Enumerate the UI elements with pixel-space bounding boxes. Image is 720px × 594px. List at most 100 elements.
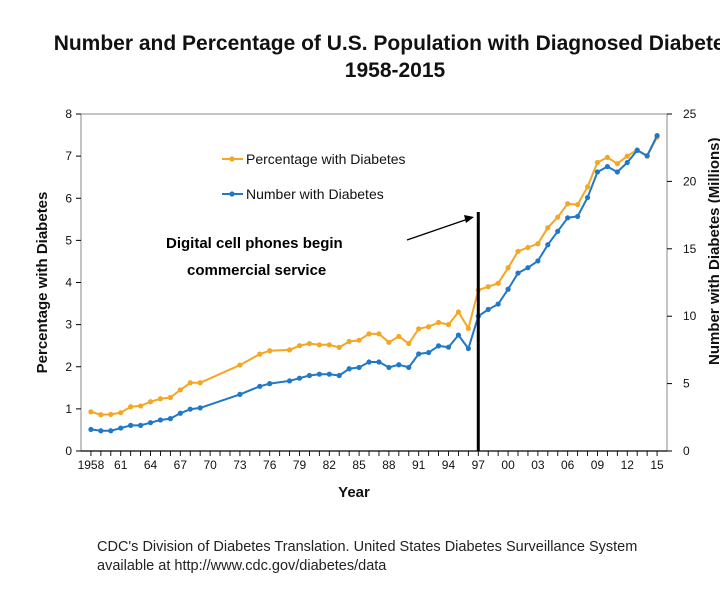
x-tick-label: 09 (591, 458, 605, 472)
right-tick-label: 15 (683, 242, 697, 256)
percentage-data-point (108, 411, 114, 417)
left-tick-label: 5 (65, 233, 72, 247)
percentage-data-point (336, 344, 342, 350)
number-data-point (525, 265, 531, 271)
percentage-data-point (505, 265, 511, 271)
number-data-point (257, 383, 263, 389)
percentage-data-point (316, 342, 322, 348)
percentage-data-point (594, 159, 601, 166)
percentage-data-point (366, 331, 372, 337)
percentage-data-point (147, 399, 154, 405)
percentage-data-point (485, 284, 491, 290)
percentage-data-point (575, 201, 581, 208)
percentage-data-point (386, 339, 392, 345)
percentage-data-point (426, 324, 432, 330)
percentage-data-point (197, 380, 203, 386)
percentage-data-point (267, 348, 273, 354)
x-tick-label: 70 (203, 458, 217, 472)
chart-title-block: Number and Percentage of U.S. Population… (0, 30, 720, 84)
x-tick-label: 88 (382, 458, 396, 472)
percentage-data-point (555, 214, 561, 220)
percentage-data-point (435, 319, 442, 326)
number-data-point (386, 364, 392, 371)
x-tick-label: 61 (114, 458, 128, 472)
number-series-line (90, 135, 658, 432)
x-tick-label: 00 (501, 458, 515, 472)
number-data-point (336, 372, 342, 379)
source-footer: CDC's Division of Diabetes Translation. … (97, 538, 637, 576)
x-tick-label: 76 (263, 458, 277, 472)
left-tick-label: 0 (65, 444, 72, 458)
x-tick-label: 67 (174, 458, 188, 472)
left-tick-label: 7 (65, 149, 72, 163)
percentage-data-point (584, 184, 591, 190)
x-tick-label: 1958 (78, 458, 105, 472)
percentage-data-point (376, 331, 382, 337)
x-tick-label: 73 (233, 458, 247, 472)
percentage-data-point (286, 347, 293, 353)
x-tick-label: 06 (561, 458, 575, 472)
percentage-data-point (604, 154, 611, 160)
x-axis-label: Year (338, 484, 370, 501)
number-data-point (505, 286, 511, 292)
number-data-point (535, 258, 541, 264)
percentage-data-point (565, 201, 571, 207)
percentage-data-point (445, 322, 452, 328)
number-data-point (426, 349, 432, 356)
percentage-data-point (356, 337, 362, 343)
number-data-point (376, 359, 382, 365)
number-data-point (356, 364, 362, 371)
legend-label-number: Number with Diabetes (246, 186, 384, 202)
percentage-data-point (167, 394, 173, 401)
number-data-point (296, 375, 303, 381)
source-line-1: CDC's Division of Diabetes Translation. … (97, 539, 638, 555)
number-data-point (594, 169, 601, 175)
percentage-data-point (157, 396, 164, 402)
percentage-data-point (137, 403, 144, 409)
left-tick-label: 8 (65, 107, 72, 121)
percentage-data-point (237, 362, 243, 368)
number-data-point (495, 301, 501, 307)
number-data-point (435, 343, 442, 349)
chart-title: Number and Percentage of U.S. Population… (53, 32, 720, 55)
right-tick-label: 0 (683, 444, 690, 458)
number-data-point (237, 391, 243, 397)
right-tick-label: 5 (683, 377, 690, 391)
x-tick-label: 82 (323, 458, 337, 472)
percentage-data-point (495, 280, 501, 286)
number-data-point (157, 417, 164, 423)
number-data-point (128, 422, 134, 428)
number-data-point (455, 332, 462, 338)
x-tick-label: 12 (621, 458, 635, 472)
x-tick-label: 97 (472, 458, 486, 472)
left-y-axis-label: Percentage with Diabetes (34, 192, 51, 374)
percentage-data-point (128, 404, 134, 410)
percentage-data-point (346, 338, 352, 345)
annotation-arrow-head (464, 215, 474, 223)
number-data-point (654, 132, 660, 139)
number-data-point (187, 406, 193, 412)
left-tick-label: 1 (65, 402, 72, 416)
number-data-point (286, 378, 293, 384)
percentage-data-point (465, 325, 471, 332)
percentage-data-point (88, 409, 94, 415)
x-tick-label: 03 (531, 458, 545, 472)
x-tick-label: 91 (412, 458, 426, 472)
percentage-data-point (118, 410, 124, 416)
legend-marker-number (229, 191, 235, 197)
annotation-text-line-1: Digital cell phones begin (166, 235, 343, 252)
percentage-data-point (535, 241, 541, 247)
percentage-data-point (257, 351, 263, 357)
percentage-data-point (455, 309, 462, 315)
x-tick-label: 15 (650, 458, 664, 472)
number-data-point (177, 410, 183, 416)
percentage-data-point (187, 380, 193, 386)
legend-label-percentage: Percentage with Diabetes (246, 151, 406, 167)
legend-marker-percentage (229, 156, 235, 162)
number-data-point (604, 163, 611, 170)
percentage-data-point (416, 326, 422, 332)
x-tick-label: 94 (442, 458, 456, 472)
right-tick-label: 20 (683, 174, 697, 188)
number-data-point (167, 416, 173, 422)
number-data-point (267, 381, 273, 387)
